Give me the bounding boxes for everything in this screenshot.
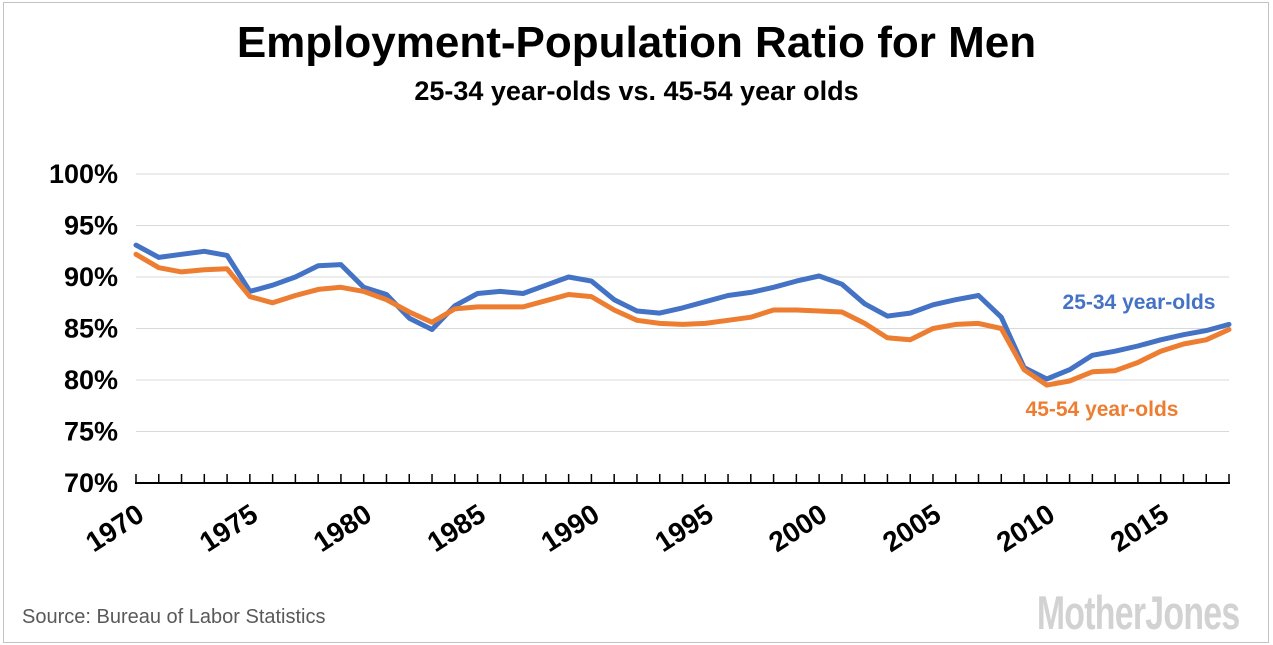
x-axis-label: 1995	[649, 498, 718, 558]
y-axis-label: 80%	[64, 365, 118, 395]
chart-subtitle: 25-34 year-olds vs. 45-54 year olds	[414, 76, 859, 106]
motherjones-logo: MotherJones	[1036, 586, 1239, 639]
x-axis-label: 2015	[1105, 498, 1174, 558]
y-axis-label: 75%	[64, 417, 118, 447]
x-axis-label: 2005	[877, 498, 946, 558]
x-axis-label: 1990	[536, 498, 605, 558]
x-axis-label: 1975	[194, 498, 263, 558]
x-axis-label: 1985	[422, 498, 491, 558]
y-axis-label: 70%	[64, 468, 118, 498]
x-axis-label: 1980	[308, 498, 377, 558]
legend-label-45-54 year-olds: 45-54 year-olds	[1026, 398, 1179, 421]
y-axis-label: 95%	[64, 211, 118, 241]
legend-label-25-34 year-olds: 25-34 year-olds	[1063, 291, 1216, 314]
series-line-25-34 year-olds	[133, 242, 1232, 382]
chart-title: Employment-Population Ratio for Men	[236, 18, 1037, 67]
x-axis-label: 2000	[763, 498, 832, 558]
source-note: Source: Bureau of Labor Statistics	[22, 606, 326, 628]
x-axis-label: 2010	[991, 498, 1060, 558]
y-axis-label: 100%	[49, 159, 118, 189]
series-line-45-54 year-olds	[133, 251, 1232, 388]
x-axis-label: 1970	[80, 498, 149, 558]
y-axis-label: 85%	[64, 314, 118, 344]
y-axis-label: 90%	[64, 262, 118, 292]
